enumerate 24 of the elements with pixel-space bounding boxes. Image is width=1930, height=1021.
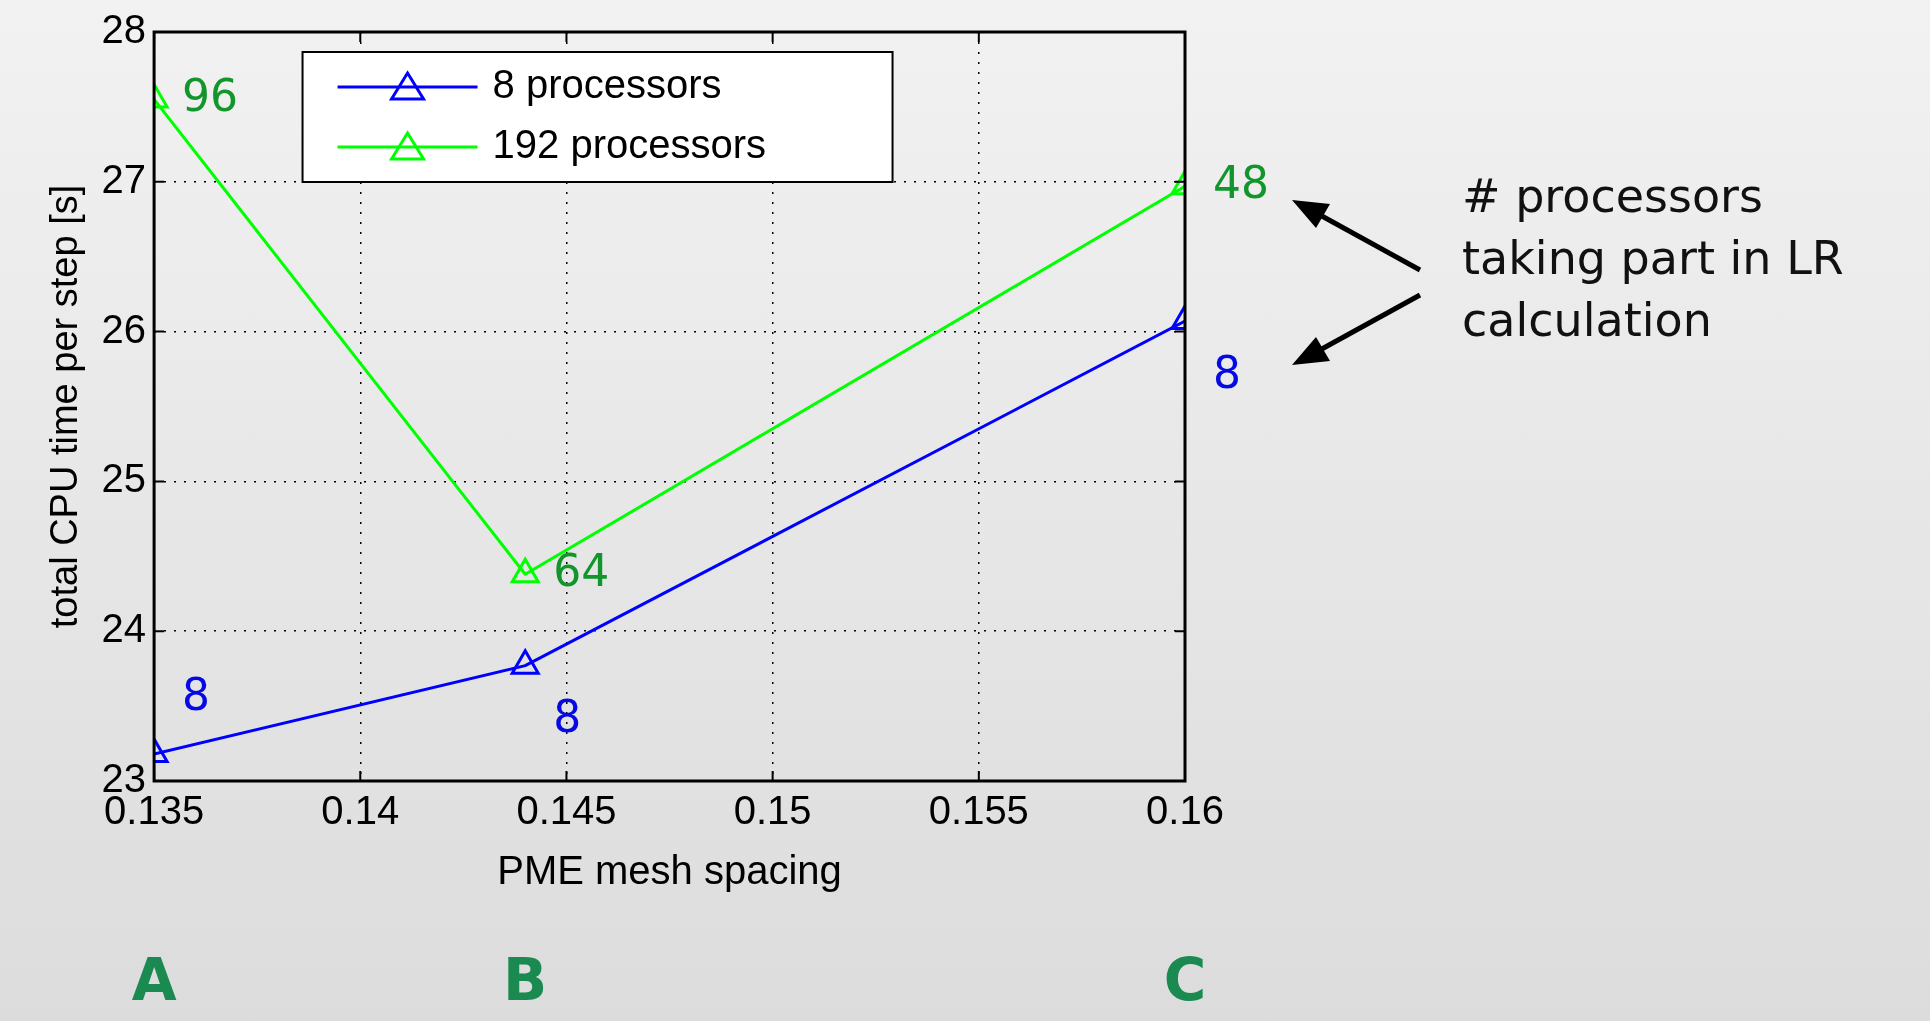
y-tick-label: 28 (101, 7, 147, 52)
y-tick-label: 27 (101, 156, 147, 201)
x-tick-label: 0.14 (321, 788, 400, 833)
x-tick-label: 0.15 (733, 788, 812, 833)
text: B (503, 946, 548, 1015)
legend-label: 8 processors (492, 62, 722, 107)
text: # processors taking part in LR calculation (1462, 168, 1845, 349)
annotation: 48 (1213, 156, 1269, 208)
x-tick-label: 0.145 (516, 788, 617, 833)
annotation: 8 (1213, 346, 1241, 398)
annotation: 8 (182, 669, 211, 721)
text: A (131, 946, 177, 1015)
legend-label: 192 processors (492, 122, 767, 167)
y-tick-label: 24 (101, 606, 147, 651)
annotation: 96 (182, 69, 239, 121)
y-tick-label: 25 (101, 456, 147, 501)
text: C (1163, 946, 1207, 1015)
x-axis-title: PME mesh spacing (497, 848, 842, 893)
x-tick-label: 0.16 (1146, 788, 1224, 833)
y-tick-label: 26 (101, 306, 147, 351)
x-tick-label: 0.155 (928, 788, 1029, 833)
annotation: 8 (553, 691, 582, 743)
annotation: 64 (553, 544, 610, 596)
y-axis-title: total CPU time per step [s] (43, 184, 86, 629)
